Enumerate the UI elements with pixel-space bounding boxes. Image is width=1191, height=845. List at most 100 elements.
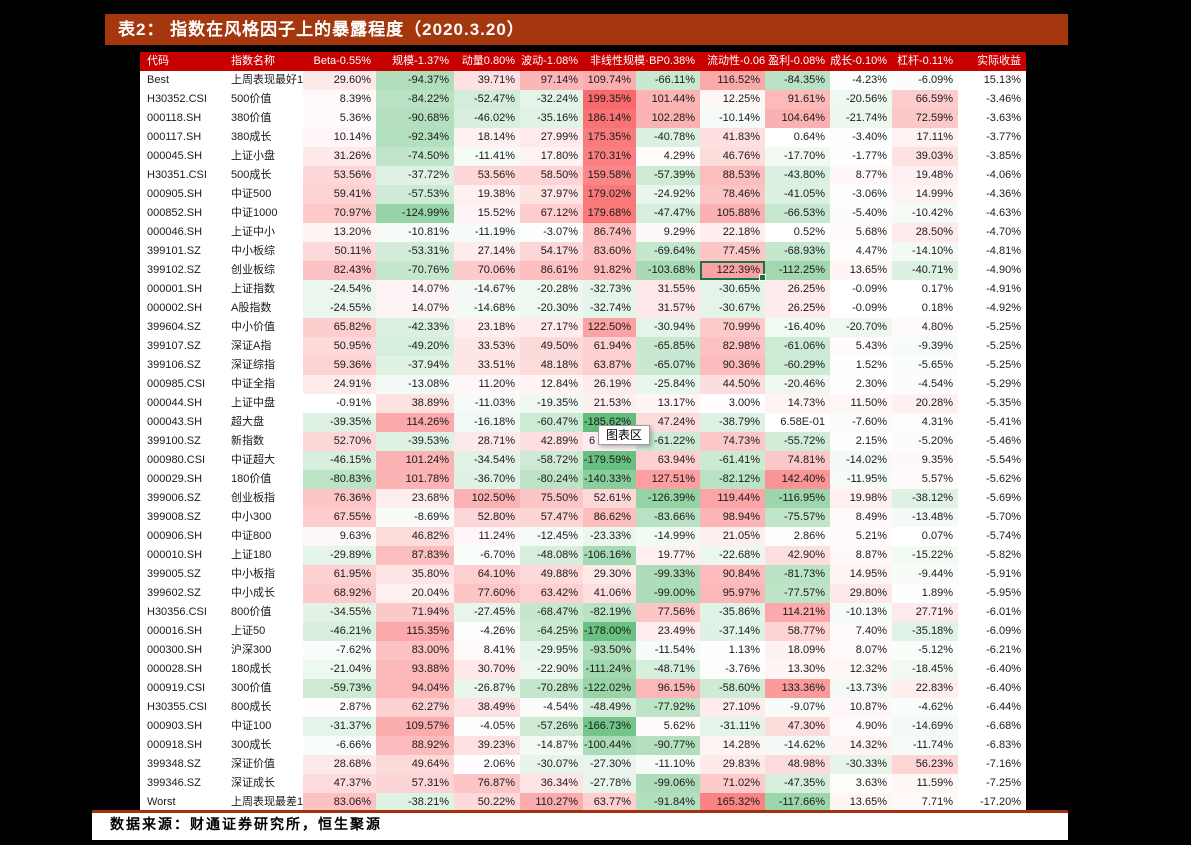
value-cell[interactable]: 4.31% [892, 413, 958, 432]
value-cell[interactable]: -80.24% [520, 470, 583, 489]
value-cell[interactable]: 49.64% [376, 755, 454, 774]
value-cell[interactable]: -14.87% [520, 736, 583, 755]
value-cell[interactable]: -53.31% [376, 242, 454, 261]
value-cell[interactable]: -103.68% [636, 261, 700, 280]
value-cell[interactable]: -34.55% [303, 603, 376, 622]
value-cell[interactable]: 2.87% [303, 698, 376, 717]
index-name-cell[interactable]: 上证中小 [231, 226, 275, 238]
value-cell[interactable]: -82.19% [583, 603, 636, 622]
value-cell[interactable]: 28.50% [892, 223, 958, 242]
value-cell[interactable]: 29.60% [303, 71, 376, 90]
code-cell[interactable]: 000980.CSI [147, 454, 206, 466]
value-cell[interactable]: -7.62% [303, 641, 376, 660]
value-cell[interactable]: -46.15% [303, 451, 376, 470]
code-cell[interactable]: 000044.SH [147, 397, 203, 409]
value-cell[interactable]: -5.12% [892, 641, 958, 660]
value-cell[interactable]: -3.76% [700, 660, 765, 679]
value-cell[interactable]: 52.70% [303, 432, 376, 451]
index-name-cell[interactable]: A股指数 [231, 302, 272, 314]
index-name-cell[interactable]: 上周表现最好1 [231, 74, 303, 86]
index-name-cell[interactable]: 超大盘 [231, 416, 264, 428]
value-cell[interactable]: 101.44% [636, 90, 700, 109]
value-cell[interactable]: -4.23% [830, 71, 892, 90]
value-cell[interactable]: -6.68% [986, 720, 1021, 732]
value-cell[interactable]: -3.63% [986, 112, 1021, 124]
value-cell[interactable]: -6.40% [986, 682, 1021, 694]
value-cell[interactable]: 61.95% [303, 565, 376, 584]
value-cell[interactable]: -64.25% [520, 622, 583, 641]
value-cell[interactable]: 1.89% [892, 584, 958, 603]
value-cell[interactable]: -5.46% [986, 435, 1021, 447]
index-name-cell[interactable]: 上证中盘 [231, 397, 275, 409]
value-cell[interactable]: -124.99% [376, 204, 454, 223]
value-cell[interactable]: -3.77% [986, 131, 1021, 143]
value-cell[interactable]: 31.26% [303, 147, 376, 166]
value-cell[interactable]: 42.90% [765, 546, 830, 565]
value-cell[interactable]: 47.37% [303, 774, 376, 793]
value-cell[interactable]: -5.29% [986, 378, 1021, 390]
value-cell[interactable]: 7.40% [830, 622, 892, 641]
value-cell[interactable]: -4.06% [986, 169, 1021, 181]
code-cell[interactable]: 399100.SZ [147, 435, 201, 447]
value-cell[interactable]: 38.49% [454, 698, 520, 717]
value-cell[interactable]: 83.60% [583, 242, 636, 261]
value-cell[interactable]: 13.65% [830, 261, 892, 280]
code-cell[interactable]: 000001.SH [147, 283, 203, 295]
value-cell[interactable]: 29.30% [583, 565, 636, 584]
index-name-cell[interactable]: 380价值 [231, 112, 272, 124]
value-cell[interactable]: 4.80% [892, 318, 958, 337]
value-cell[interactable]: 77.45% [700, 242, 765, 261]
code-cell[interactable]: 399604.SZ [147, 321, 201, 333]
code-cell[interactable]: H30356.CSI [147, 606, 207, 618]
value-cell[interactable]: 66.59% [892, 90, 958, 109]
value-cell[interactable]: 91.61% [765, 90, 830, 109]
value-cell[interactable]: -20.30% [520, 299, 583, 318]
value-cell[interactable]: -19.35% [520, 394, 583, 413]
value-cell[interactable]: -27.78% [583, 774, 636, 793]
value-cell[interactable]: -49.20% [376, 337, 454, 356]
value-cell[interactable]: -57.26% [520, 717, 583, 736]
value-cell[interactable]: -4.36% [986, 188, 1021, 200]
index-name-cell[interactable]: 上证50 [231, 625, 266, 637]
value-cell[interactable]: -31.11% [700, 717, 765, 736]
value-cell[interactable]: 39.71% [454, 71, 520, 90]
value-cell[interactable]: 27.14% [454, 242, 520, 261]
value-cell[interactable]: 50.95% [303, 337, 376, 356]
value-cell[interactable]: -126.39% [636, 489, 700, 508]
value-cell[interactable]: -40.71% [892, 261, 958, 280]
value-cell[interactable]: 63.94% [636, 451, 700, 470]
value-cell[interactable]: -5.20% [892, 432, 958, 451]
value-cell[interactable]: 53.56% [303, 166, 376, 185]
value-cell[interactable]: 12.25% [700, 90, 765, 109]
value-cell[interactable]: 2.30% [830, 375, 892, 394]
value-cell[interactable]: 44.50% [700, 375, 765, 394]
code-cell[interactable]: 000985.CSI [147, 378, 206, 390]
value-cell[interactable]: 5.57% [892, 470, 958, 489]
value-cell[interactable]: 179.68% [583, 204, 636, 223]
value-cell[interactable]: 77.60% [454, 584, 520, 603]
value-cell[interactable]: -84.35% [765, 71, 830, 90]
value-cell[interactable]: 48.18% [520, 356, 583, 375]
value-cell[interactable]: 9.63% [303, 527, 376, 546]
code-cell[interactable]: 000300.SH [147, 644, 203, 656]
value-cell[interactable]: 20.28% [892, 394, 958, 413]
value-cell[interactable]: -60.47% [520, 413, 583, 432]
value-cell[interactable]: -48.71% [636, 660, 700, 679]
value-cell[interactable]: -20.56% [830, 90, 892, 109]
value-cell[interactable]: 102.28% [636, 109, 700, 128]
value-cell[interactable]: 0.17% [892, 280, 958, 299]
value-cell[interactable]: -24.92% [636, 185, 700, 204]
index-name-cell[interactable]: 中小成长 [231, 587, 275, 599]
value-cell[interactable]: 19.48% [892, 166, 958, 185]
value-cell[interactable]: 186.14% [583, 109, 636, 128]
value-cell[interactable]: -61.22% [636, 432, 700, 451]
value-cell[interactable]: 2.06% [454, 755, 520, 774]
value-cell[interactable]: 14.07% [376, 299, 454, 318]
value-cell[interactable]: -20.46% [765, 375, 830, 394]
value-cell[interactable]: -32.73% [583, 280, 636, 299]
value-cell[interactable]: -3.06% [830, 185, 892, 204]
value-cell[interactable]: -16.18% [454, 413, 520, 432]
value-cell[interactable]: -66.53% [765, 204, 830, 223]
value-cell[interactable]: 13.17% [636, 394, 700, 413]
value-cell[interactable]: 29.80% [830, 584, 892, 603]
